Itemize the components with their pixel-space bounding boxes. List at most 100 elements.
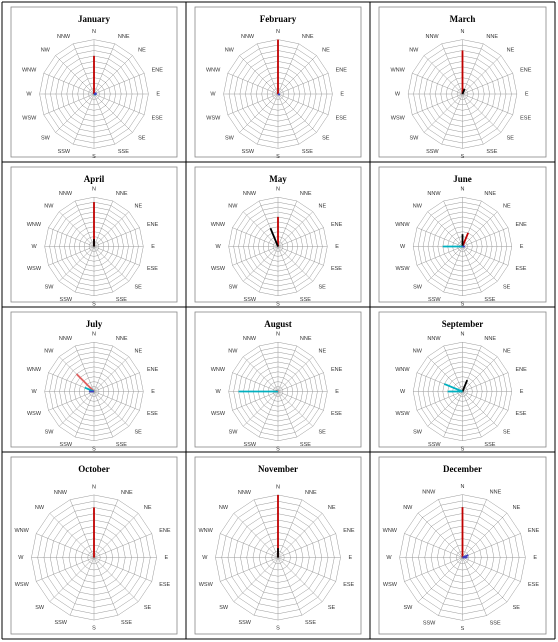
chart-title: April [84, 174, 105, 184]
spoke [93, 246, 140, 266]
direction-label: SE [322, 136, 330, 142]
direction-label: SE [144, 605, 152, 611]
spoke [232, 391, 279, 411]
direction-label: WNW [395, 367, 410, 373]
spoke [443, 246, 463, 293]
spoke [427, 246, 463, 282]
spoke [258, 391, 279, 438]
direction-label: W [202, 555, 208, 561]
spoke [227, 72, 279, 95]
direction-label: NE [507, 47, 515, 53]
spoke [93, 557, 152, 582]
direction-label: N [461, 332, 465, 338]
direction-label: SSW [426, 149, 439, 155]
spoke [277, 557, 323, 602]
wind-spoke [75, 373, 95, 393]
direction-label: SSW [60, 297, 73, 303]
direction-label: NW [44, 348, 54, 354]
direction-label: N [461, 484, 465, 490]
direction-label: NNW [427, 336, 441, 342]
direction-label: ENE [152, 68, 164, 74]
spoke [49, 557, 95, 602]
direction-label: S [92, 154, 96, 160]
chart-title: September [442, 319, 484, 329]
direction-label: NNE [305, 490, 317, 496]
spoke [462, 557, 521, 582]
direction-label: SE [513, 605, 521, 611]
direction-label: ESE [336, 115, 347, 121]
direction-label: S [461, 626, 465, 632]
direction-label: E [335, 389, 339, 395]
spoke [242, 391, 279, 427]
spoke [93, 372, 140, 392]
spoke [74, 345, 95, 392]
direction-label: W [31, 389, 37, 395]
direction-label: ENE [515, 367, 527, 373]
direction-label: NE [319, 348, 327, 354]
spoke [277, 93, 317, 133]
direction-label: SSW [244, 442, 257, 448]
spoke [277, 557, 336, 582]
spoke [233, 557, 279, 602]
spoke [93, 557, 139, 602]
direction-label: SW [229, 429, 239, 435]
spoke [277, 93, 300, 145]
spoke [462, 55, 502, 95]
spoke [258, 345, 279, 392]
direction-label: E [335, 244, 339, 250]
spoke [227, 93, 279, 116]
spoke [462, 246, 482, 293]
spoke [233, 513, 279, 558]
direction-label: WNW [211, 367, 226, 373]
spoke [93, 533, 152, 558]
direction-label: ESE [159, 582, 170, 588]
direction-label: ESE [515, 411, 526, 417]
direction-label: S [461, 301, 465, 307]
direction-label: NNW [425, 34, 439, 40]
direction-label: WSW [206, 115, 221, 121]
direction-label: NE [135, 348, 143, 354]
direction-label: E [349, 555, 353, 561]
direction-label: SSE [486, 149, 497, 155]
direction-label: N [276, 332, 280, 338]
spoke [93, 356, 130, 392]
wind-spoke [461, 232, 469, 247]
spoke [462, 72, 513, 95]
spoke [443, 200, 463, 247]
spoke [256, 43, 279, 95]
spoke [462, 533, 521, 558]
direction-label: WSW [211, 411, 226, 417]
direction-label: WSW [395, 266, 410, 272]
chart-title: February [260, 14, 297, 24]
spoke [438, 557, 463, 616]
spoke [438, 499, 463, 558]
direction-label: NNE [116, 336, 128, 342]
spoke [93, 513, 139, 558]
spoke [74, 391, 95, 438]
direction-label: NNW [57, 34, 71, 40]
spoke [277, 200, 298, 247]
direction-label: S [276, 446, 280, 452]
direction-label: NW [225, 47, 235, 53]
direction-label: SSE [116, 442, 127, 448]
spoke [220, 533, 279, 558]
spoke [93, 227, 140, 247]
spoke [462, 356, 498, 392]
spoke [93, 200, 114, 247]
direction-label: NNE [116, 191, 128, 197]
direction-label: NW [41, 47, 51, 53]
spoke [43, 93, 95, 116]
wind-spoke [461, 88, 466, 95]
direction-label: N [276, 187, 280, 193]
direction-label: NNE [121, 490, 133, 496]
direction-label: WNW [206, 68, 221, 74]
spoke [277, 513, 323, 558]
spoke [277, 391, 298, 438]
direction-label: NW [403, 505, 413, 511]
direction-label: SW [413, 429, 423, 435]
spoke [277, 246, 314, 282]
spoke [277, 356, 314, 392]
direction-label: NE [135, 203, 143, 209]
direction-label: NW [219, 505, 229, 511]
spoke [462, 227, 509, 247]
